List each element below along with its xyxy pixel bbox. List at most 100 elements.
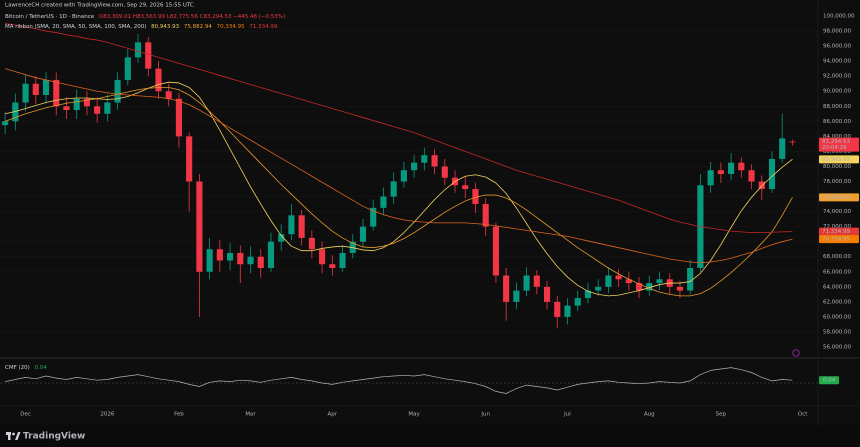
candle-body (462, 185, 469, 190)
candle-body (319, 249, 326, 265)
ohlc-values: O83,309.01 H83,563.99 L82,775.56 C83,294… (99, 14, 285, 20)
cmf-title: CMF (20) (5, 365, 30, 371)
y-tick-label: 94,000.00 (823, 59, 851, 65)
y-tick-label: 58,000.00 (823, 329, 851, 335)
candle-body (155, 68, 162, 92)
cmf-value: 0.04 (35, 365, 48, 371)
price-badge (819, 155, 859, 164)
price-badge (819, 137, 859, 152)
candle-body (53, 79, 60, 107)
candle-body (717, 170, 724, 174)
candle-body (615, 275, 622, 280)
y-tick-label: 82,000.00 (823, 149, 851, 155)
candle-body (523, 275, 530, 291)
candle-body (421, 155, 428, 163)
y-tick-label: 90,000.00 (823, 89, 851, 95)
candle-body (216, 249, 223, 261)
footer-bar (0, 425, 860, 447)
candle-body (646, 283, 653, 291)
candle-body (22, 83, 29, 103)
y-tick-label: 62,000.00 (823, 299, 851, 305)
candle-body (175, 98, 183, 137)
y-tick-label: 92,000.00 (823, 74, 851, 80)
candle-body (605, 275, 612, 287)
x-tick-label: Oct (798, 412, 808, 418)
candle-body (543, 286, 551, 302)
cmf-line (5, 367, 793, 394)
candle-body (42, 79, 50, 95)
candle-body (298, 215, 305, 238)
candle-body (779, 138, 786, 159)
brand-logo (6, 432, 21, 440)
ma-line (4, 87, 793, 297)
candle-body (32, 83, 39, 95)
candle-body (237, 252, 244, 265)
ma-value: 71,334.99 (249, 24, 277, 30)
price-badge (819, 235, 859, 244)
event-icon[interactable] (792, 349, 800, 357)
y-tick-label: 72,000.00 (823, 224, 851, 230)
symbol-title: Bitcoin / TetherUS · 1D · Binance (5, 14, 95, 20)
x-tick-label: Sep (716, 412, 727, 418)
candle-body (411, 162, 418, 171)
candle-body (2, 121, 9, 126)
candle-body (165, 91, 172, 99)
ma-value: 80,943.93 (151, 24, 179, 30)
candle-body (513, 290, 520, 302)
price-badge-label: 70,334.95 (822, 237, 850, 243)
ma-value: 70,334.95 (217, 24, 245, 30)
y-tick-label: 74,000.00 (823, 209, 851, 215)
candle-body (288, 215, 295, 235)
price-badge-countdown: 20:04:26 (822, 145, 847, 151)
brand: TradingView (23, 432, 85, 442)
candle-body (584, 290, 592, 299)
candle-body (564, 305, 571, 317)
candle-body (329, 264, 336, 269)
candle-body (134, 42, 142, 58)
candle-body (441, 166, 448, 178)
y-tick-label: 60,000.00 (823, 314, 851, 320)
candle-body (339, 252, 346, 269)
candle-body (635, 283, 643, 291)
candle-body (73, 98, 80, 111)
price-badge-label: 71,334.99 (822, 229, 850, 235)
candle-body (676, 286, 684, 291)
plot-layer (0, 15, 818, 394)
ma-line (5, 23, 793, 234)
candle-body (789, 141, 796, 143)
candle-body (687, 268, 694, 291)
candle-body (707, 170, 714, 186)
symbol-legend: Bitcoin / TetherUS · 1D · Binance O83,30… (5, 14, 285, 20)
candle-body (206, 249, 213, 272)
x-tick-label: 2026 (100, 412, 114, 418)
x-tick-label: Feb (174, 412, 184, 418)
y-tick-label: 98,000.00 (823, 29, 851, 35)
candle-body (574, 298, 581, 306)
cmf-badge-label: 0.04 (823, 378, 836, 384)
price-badge (819, 227, 859, 236)
candle-body (472, 189, 479, 205)
y-tick-label: 80,000.00 (823, 164, 851, 170)
y-tick-label: 100,000.00 (823, 14, 855, 20)
candle-body (431, 155, 438, 167)
candle-body (94, 106, 101, 114)
y-tick-label: 66,000.00 (823, 269, 851, 275)
candle-body (738, 162, 745, 171)
candle-body (390, 181, 397, 197)
candle-body (656, 279, 663, 284)
ma-value: 75,882.94 (184, 24, 212, 30)
price-badge (819, 193, 859, 202)
candle-body (768, 158, 776, 190)
candle-body (83, 98, 90, 107)
ma-legend: MA ribbon (SMA, 20, SMA, 50, SMA, 100, S… (5, 24, 278, 30)
y-tick-label: 78,000.00 (823, 179, 851, 185)
candle-body (63, 106, 70, 111)
candle-body (370, 207, 377, 227)
ma-title: MA ribbon (SMA, 20, SMA, 50, SMA, 100, S… (5, 24, 146, 30)
credit: LawrenceCH created with TradingView.com,… (5, 3, 194, 9)
y-tick-label: 68,000.00 (823, 254, 851, 260)
x-tick-label: Aug (644, 412, 655, 418)
x-tick-label: Jul (563, 412, 571, 418)
